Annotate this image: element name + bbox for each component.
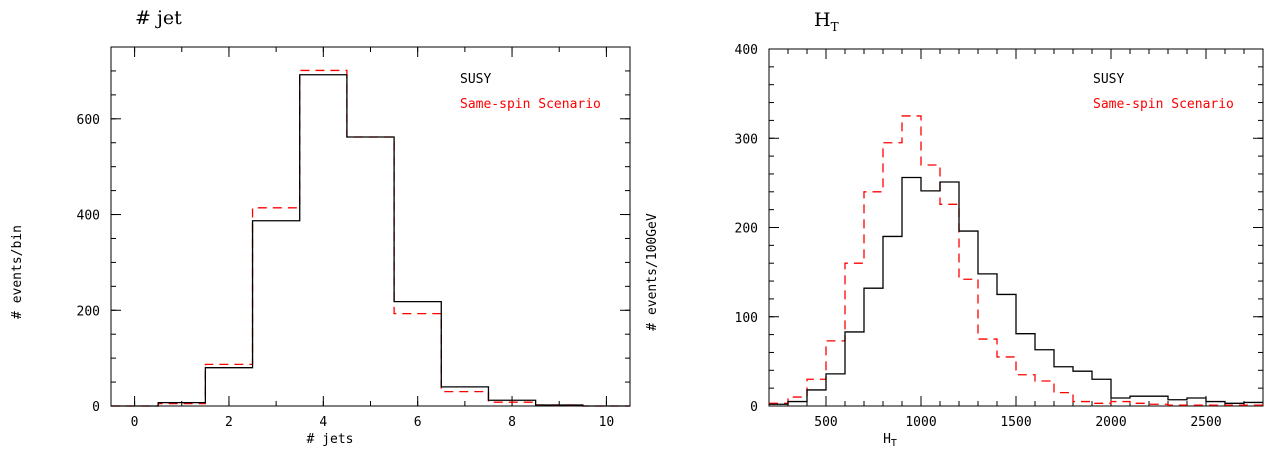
jet-series-susy-line [111, 74, 630, 407]
ht-y-tick-label: 0 [750, 400, 758, 415]
ht-series-same-spin-line [769, 115, 1263, 406]
jet-x-tick-label: 2 [225, 415, 233, 430]
jet-x-tick-label: 6 [414, 415, 422, 430]
jet-y-tick-label: 0 [92, 400, 100, 415]
ht-x-tick-label: 1000 [905, 415, 936, 430]
ht-y-tick-label: 100 [735, 311, 758, 326]
ht-x-axis-label: HT [883, 432, 897, 449]
ht-title-main: H [814, 9, 831, 31]
ht-panel-title: HT [814, 9, 839, 34]
ht-title-subscript: T [831, 20, 839, 34]
ht-xlabel-subscript: T [891, 438, 897, 449]
ht-x-tick-label: 500 [814, 415, 837, 430]
ht-x-tick-label: 2500 [1190, 415, 1221, 430]
ht-xlabel-main: H [883, 432, 891, 447]
ht-panel: HT HT # events/100GeV SUSY Same-spin Sce… [645, 9, 1264, 449]
ht-series-susy-line [769, 176, 1263, 405]
jet-x-tick-label: 8 [508, 415, 516, 430]
jet-x-tick-label: 4 [319, 415, 327, 430]
jet-x-tick-label: 0 [131, 415, 139, 430]
jet-y-axis-label: # events/bin [10, 225, 25, 319]
jet-multiplicity-panel: # jet # jets # events/bin SUSY Same-spin… [10, 7, 631, 447]
jet-x-axis-label: # jets [307, 432, 354, 447]
jet-legend-same-spin: Same-spin Scenario [460, 97, 601, 112]
ht-x-tick-label: 1500 [1000, 415, 1031, 430]
jet-y-tick-label: 400 [77, 209, 100, 224]
ht-y-tick-label: 200 [735, 222, 758, 237]
jet-legend-susy: SUSY [460, 72, 491, 87]
ht-legend-same-spin: Same-spin Scenario [1093, 97, 1234, 112]
jet-panel-title: # jet [135, 7, 182, 29]
ht-legend-susy: SUSY [1093, 72, 1124, 87]
jet-y-tick-label: 200 [77, 304, 100, 319]
ht-y-tick-label: 300 [735, 132, 758, 147]
ht-x-tick-label: 2000 [1095, 415, 1126, 430]
ht-y-tick-label: 400 [735, 43, 758, 58]
jet-y-tick-label: 600 [77, 113, 100, 128]
jet-series-same-spin-line [111, 69, 630, 407]
ht-y-axis-label: # events/100GeV [645, 213, 660, 331]
jet-x-tick-label: 10 [599, 415, 615, 430]
